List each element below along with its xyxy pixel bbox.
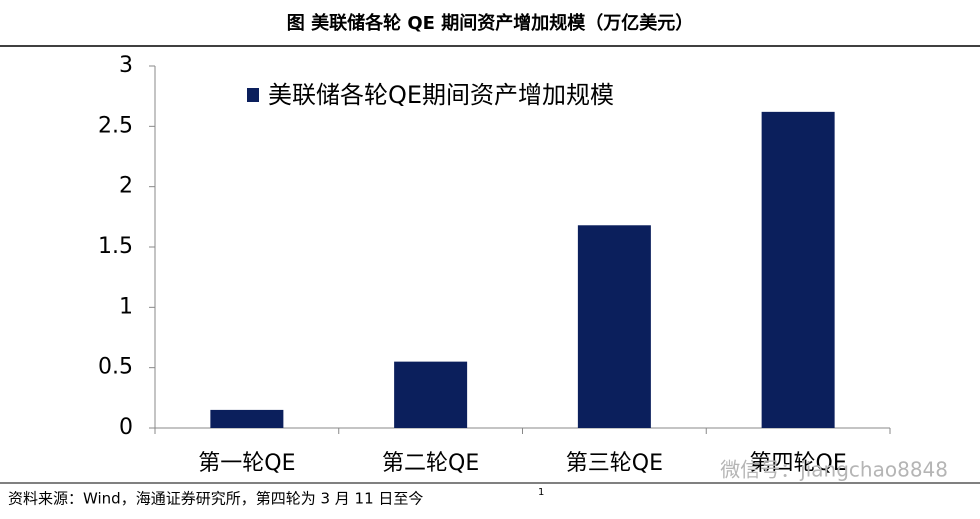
bar xyxy=(761,111,835,428)
bar xyxy=(394,361,468,428)
x-tick-label: 第一轮QE xyxy=(198,451,295,476)
source-note: 1 xyxy=(538,487,544,498)
bar xyxy=(577,225,651,428)
source: 资料来源：Wind，海通证券研究所，第四轮为 3 月 11 日至今 xyxy=(8,490,423,508)
y-tick-label: 2.5 xyxy=(98,113,133,138)
x-tick-label: 第四轮QE xyxy=(750,451,847,476)
y-tick-label: 2 xyxy=(119,174,133,199)
y-tick-label: 0 xyxy=(119,415,133,440)
y-tick-label: 1 xyxy=(119,294,133,319)
y-tick-label: 3 xyxy=(119,53,133,78)
x-tick-label: 第三轮QE xyxy=(566,451,663,476)
y-tick-label: 0.5 xyxy=(98,355,133,380)
legend-label: 美联储各轮QE期间资产增加规模 xyxy=(268,81,614,109)
chart-title: 图 美联储各轮 QE 期间资产增加规模（万亿美元） xyxy=(287,12,693,34)
watermark: 微信号：jiangchao8848 xyxy=(720,458,948,482)
bar xyxy=(210,409,284,428)
x-tick-label: 第二轮QE xyxy=(382,451,479,476)
legend-swatch xyxy=(247,88,259,102)
y-tick-label: 1.5 xyxy=(98,234,133,259)
